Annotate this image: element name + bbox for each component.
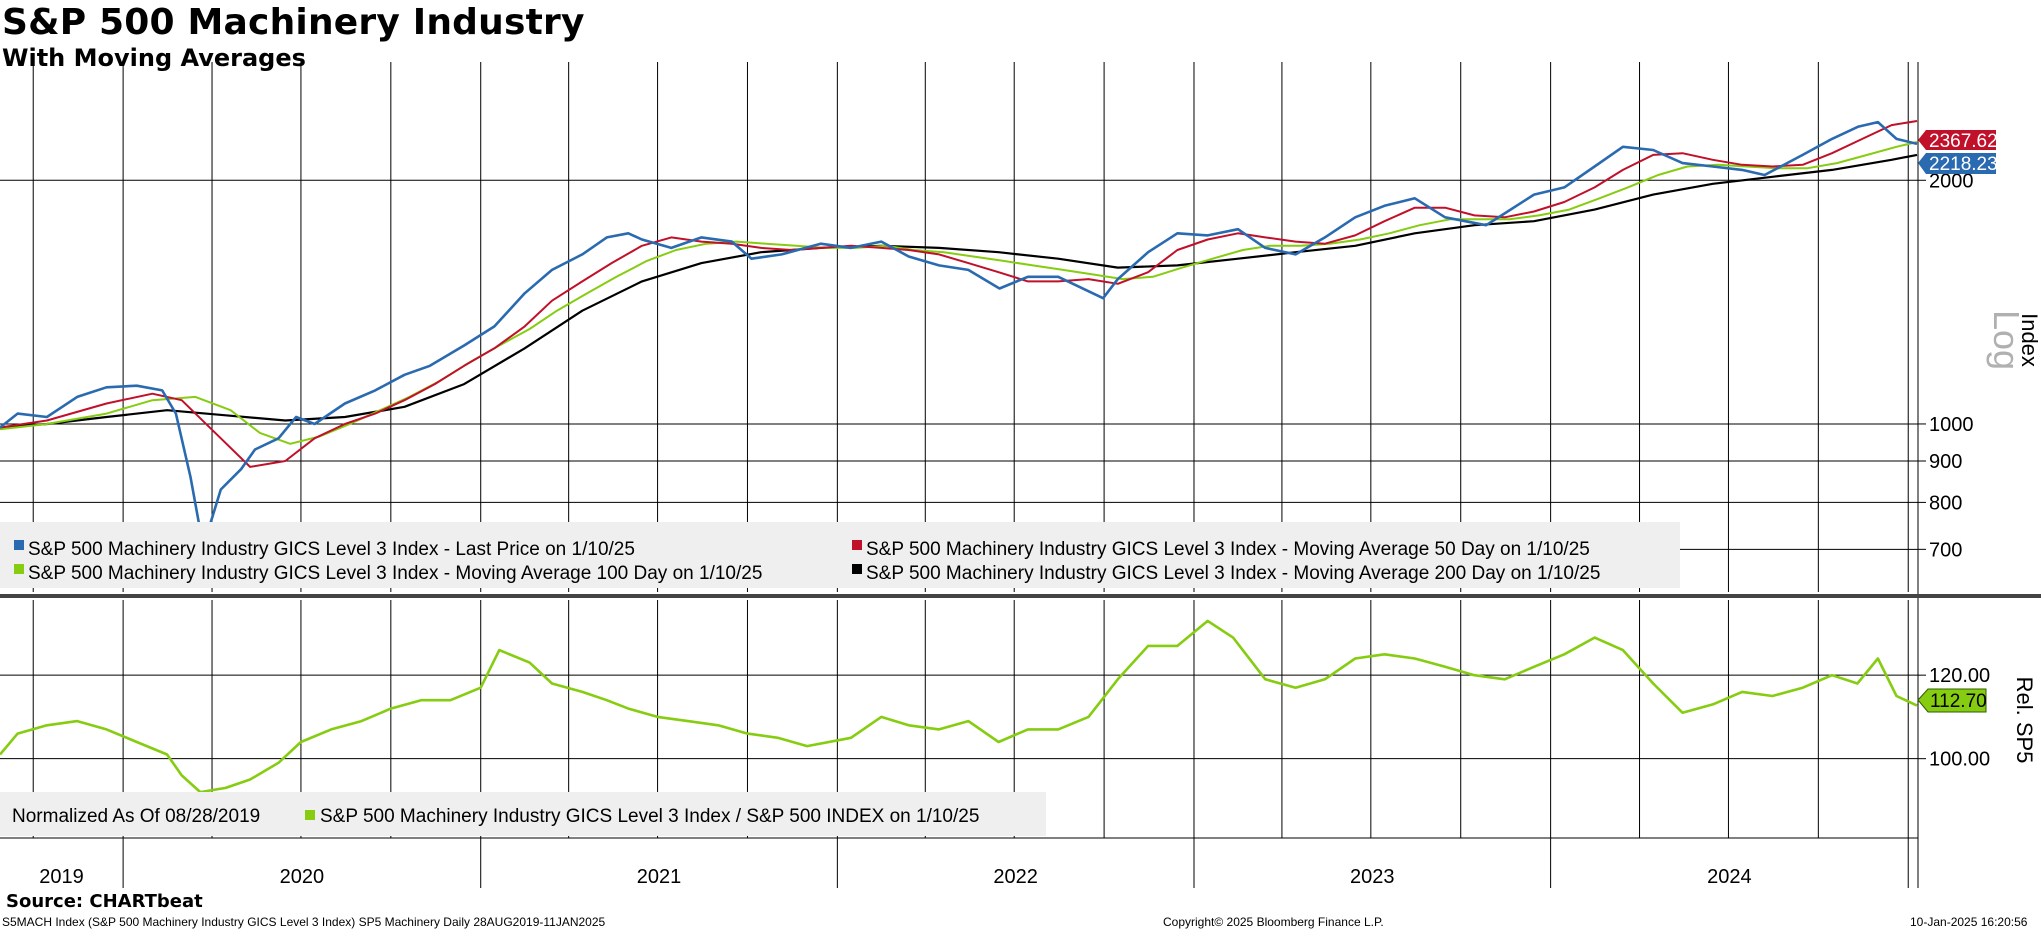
last-value-tag-ma50-shape bbox=[1918, 130, 1996, 150]
source-note: Source: CHARTbeat bbox=[6, 891, 203, 912]
series-ma100-line bbox=[0, 141, 1918, 445]
last-value-ratio: 112.70 bbox=[1930, 691, 1987, 712]
legend-swatch-ratio bbox=[305, 810, 315, 820]
bottom-legend: Normalized As Of 08/28/2019 S&P 500 Mach… bbox=[0, 792, 1046, 836]
footer-timestamp: 10-Jan-2025 16:20:56 bbox=[1910, 915, 2028, 929]
chart-title: S&P 500 Machinery Industry bbox=[2, 2, 585, 43]
top-legend: S&P 500 Machinery Industry GICS Level 3 … bbox=[0, 522, 1680, 588]
bottom-legend-background bbox=[0, 792, 1046, 836]
y-tick-label-upper: 800 bbox=[1929, 492, 1962, 514]
log-scale-label: Log bbox=[1986, 310, 2027, 370]
last-value-tag-ratio: 112.70 bbox=[1917, 688, 1987, 713]
last-value-ma50: 2367.62 bbox=[1929, 131, 1998, 152]
legend-swatch-ma50 bbox=[852, 540, 862, 550]
footer-left: S5MACH Index (S&P 500 Machinery Industry… bbox=[2, 915, 606, 929]
chart-subtitle: With Moving Averages bbox=[2, 44, 306, 72]
y-tick-label-lower: 120.00 bbox=[1929, 665, 1990, 687]
y-tick-label-upper: 900 bbox=[1929, 451, 1962, 473]
y-tick-label-upper: 1000 bbox=[1929, 414, 1974, 436]
legend-swatch-price bbox=[14, 540, 24, 550]
y-tick-label-upper: 2000 bbox=[1929, 170, 1974, 192]
series-ma50-line bbox=[0, 120, 1918, 468]
x-tick-label: 2020 bbox=[280, 866, 325, 888]
top-legend-background bbox=[0, 522, 1680, 588]
normalized-annotation: Normalized As Of 08/28/2019 bbox=[12, 806, 260, 827]
last-value-price: 2218.23 bbox=[1929, 154, 1998, 175]
legend-entry-ma200: S&P 500 Machinery Industry GICS Level 3 … bbox=[866, 563, 1600, 584]
grid-layer bbox=[0, 62, 1918, 838]
legend-entry-ratio: S&P 500 Machinery Industry GICS Level 3 … bbox=[320, 806, 979, 827]
series-ma200-line bbox=[0, 153, 1918, 429]
lower-axis-title: Rel. SP5 bbox=[2012, 677, 2037, 764]
footer-copyright: Copyright© 2025 Bloomberg Finance L.P. bbox=[1163, 915, 1384, 929]
frame-layer: 700 800 900 1000 2000 100.00 120.00 2019 2020 202… bbox=[0, 62, 2041, 888]
last-value-tag-ma50: 2367.62 bbox=[1918, 130, 1998, 152]
series-price-line bbox=[0, 120, 1918, 549]
x-tick-label: 2022 bbox=[993, 866, 1038, 888]
last-value-tag-price-shape bbox=[1918, 153, 1996, 174]
series-ratio-line bbox=[0, 619, 1918, 794]
y-tick-label-upper: 700 bbox=[1929, 539, 1962, 561]
legend-entry-ma100: S&P 500 Machinery Industry GICS Level 3 … bbox=[28, 563, 762, 584]
upper-axis-title: Index bbox=[2017, 313, 2041, 367]
last-value-tag-price: 2218.23 bbox=[1918, 153, 1998, 175]
legend-entry-price: S&P 500 Machinery Industry GICS Level 3 … bbox=[28, 539, 635, 560]
x-tick-label: 2019 bbox=[39, 866, 84, 888]
legend-entry-ma50: S&P 500 Machinery Industry GICS Level 3 … bbox=[866, 539, 1590, 560]
x-tick-label: 2024 bbox=[1707, 866, 1752, 888]
panel-separator bbox=[0, 594, 2041, 598]
y-tick-label-lower: 100.00 bbox=[1929, 749, 1990, 771]
last-value-tag-ratio-shape bbox=[1917, 688, 1987, 713]
series-layer bbox=[0, 120, 1918, 794]
legend-swatch-ma100 bbox=[14, 564, 24, 574]
x-tick-label: 2023 bbox=[1350, 866, 1395, 888]
legend-swatch-ma200 bbox=[852, 564, 862, 574]
x-tick-label: 2021 bbox=[637, 866, 682, 888]
